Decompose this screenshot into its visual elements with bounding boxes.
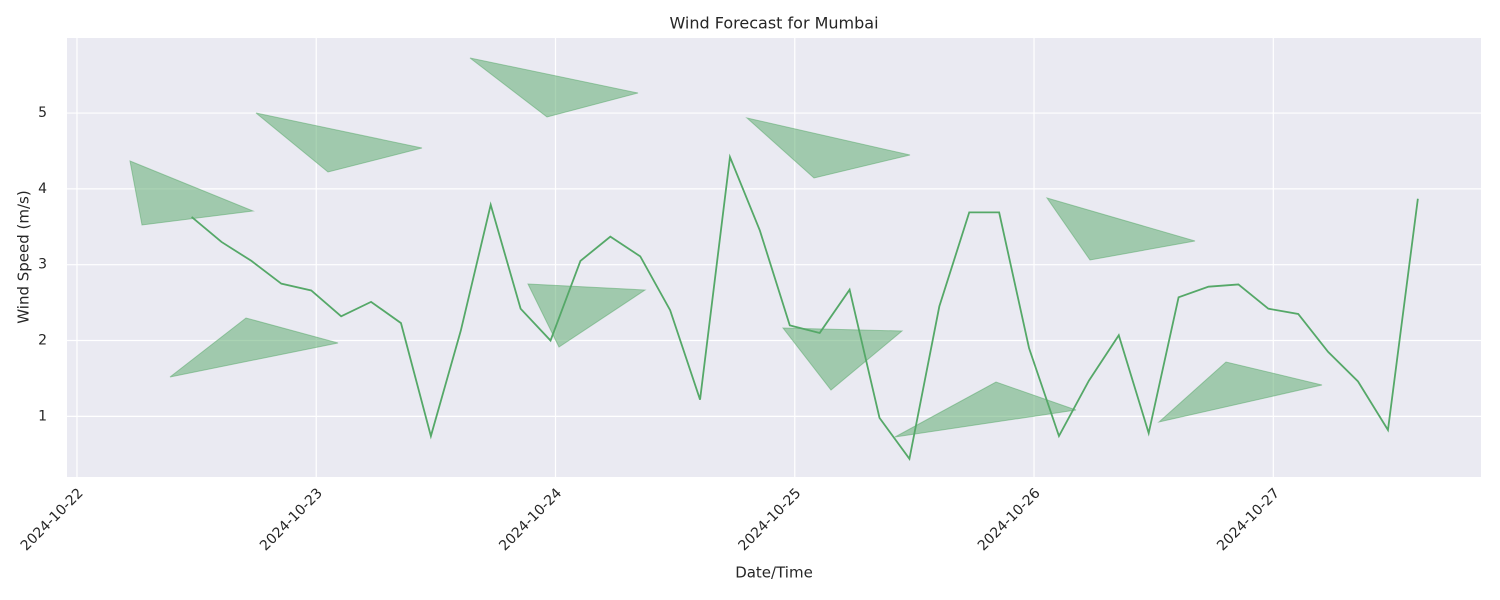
arrow: [1045, 197, 1196, 261]
chart-title: Wind Forecast for Mumbai: [669, 14, 878, 33]
x-axis-label: Date/Time: [735, 564, 813, 582]
arrow: [527, 283, 647, 348]
arrow: [169, 317, 339, 378]
y-tick-label: 1: [38, 408, 47, 424]
arrow: [255, 112, 423, 173]
x-tick-label: 2024-10-26: [975, 485, 1044, 554]
y-tick-label: 4: [38, 181, 47, 197]
arrow: [781, 327, 904, 391]
x-tick-label: 2024-10-27: [1214, 485, 1283, 554]
x-tick-label: 2024-10-23: [257, 485, 326, 554]
y-tick-label: 2: [38, 333, 47, 349]
y-tick-label: 5: [38, 105, 47, 121]
plot-area: [67, 38, 1481, 477]
arrow: [129, 160, 255, 226]
x-tick-label: 2024-10-25: [736, 485, 805, 554]
x-tick-label: 2024-10-24: [496, 485, 565, 554]
x-tick-label: 2024-10-22: [18, 485, 87, 554]
arrow: [894, 381, 1077, 438]
arrow: [745, 117, 911, 179]
arrow: [469, 57, 639, 118]
direction-arrows: [129, 57, 1323, 438]
y-tick-label: 3: [38, 257, 47, 273]
arrow: [1157, 361, 1323, 423]
y-axis-label: Wind Speed (m/s): [15, 190, 33, 323]
